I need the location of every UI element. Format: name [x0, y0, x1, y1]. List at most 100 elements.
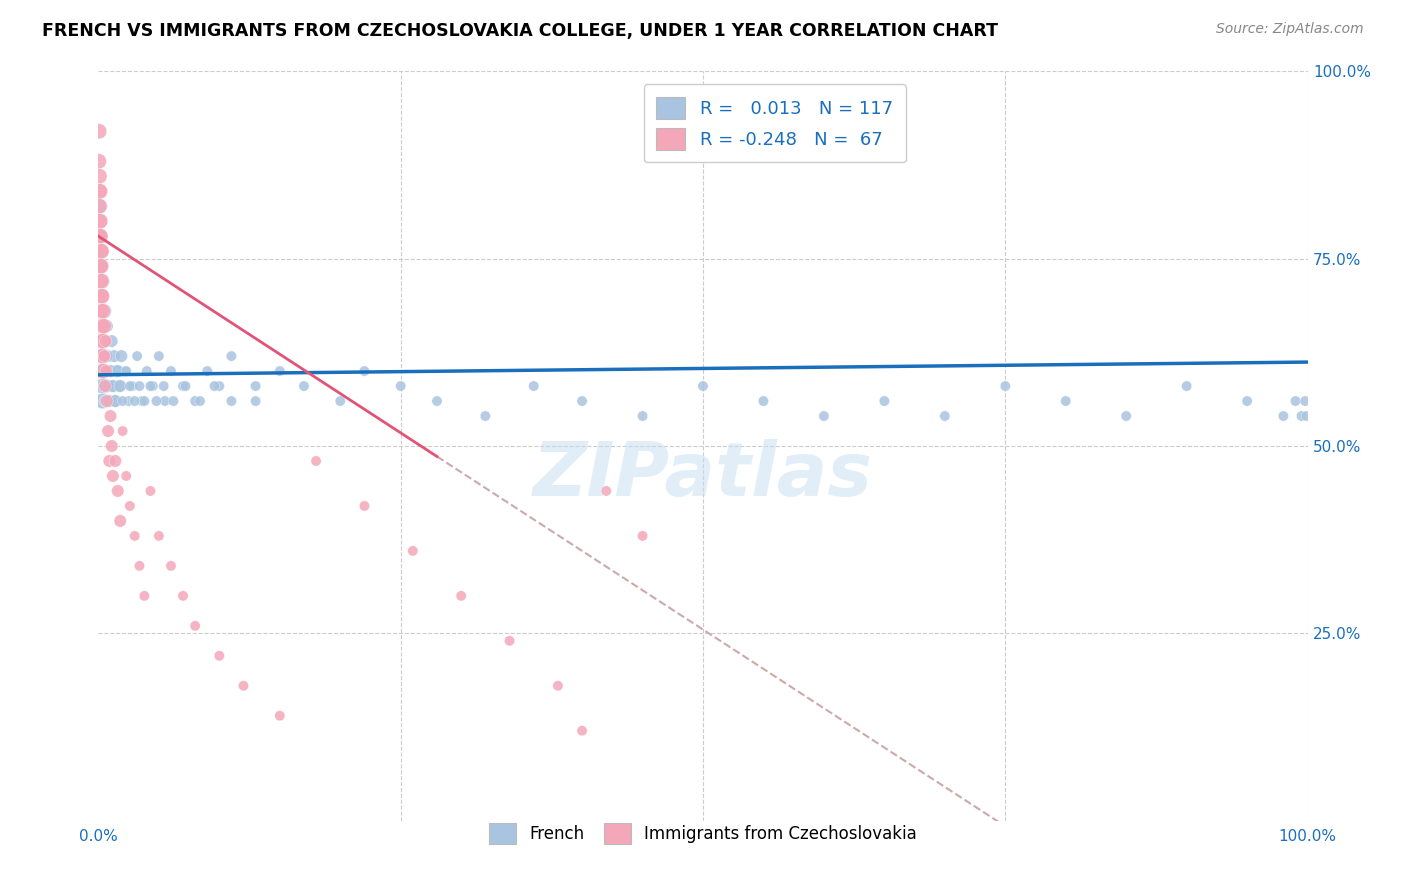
Point [90, 244, 112, 259]
Point [89, 304, 111, 318]
Point [100, 439, 122, 453]
Point [90, 274, 112, 288]
Point [107, 483, 129, 498]
Point [692, 379, 714, 393]
Point [124, 529, 146, 543]
Point [121, 379, 143, 393]
Point [139, 379, 162, 393]
Point [91, 349, 114, 363]
Point [90, 289, 112, 303]
Point [94, 334, 117, 348]
Point [90, 289, 112, 303]
Point [813, 409, 835, 423]
Point [208, 379, 231, 393]
Point [172, 379, 194, 393]
Point [100, 364, 122, 378]
Point [89, 124, 111, 138]
Point [91, 319, 114, 334]
Point [353, 499, 375, 513]
Point [91, 319, 114, 334]
Point [104, 394, 127, 409]
Point [994, 379, 1017, 393]
Point [110, 349, 132, 363]
Point [89, 244, 111, 259]
Point [96, 394, 118, 409]
Point [160, 558, 183, 573]
Point [89, 169, 111, 184]
Point [91, 394, 114, 409]
Point [148, 529, 170, 543]
Point [91, 289, 114, 303]
Point [89, 349, 111, 363]
Point [752, 394, 775, 409]
Point [498, 633, 520, 648]
Point [98, 394, 121, 409]
Point [145, 394, 167, 409]
Point [1272, 409, 1295, 423]
Point [91, 349, 114, 363]
Point [89, 184, 111, 198]
Point [631, 409, 654, 423]
Point [873, 394, 896, 409]
Point [1054, 394, 1077, 409]
Point [89, 259, 111, 273]
Point [90, 274, 112, 288]
Point [135, 364, 157, 378]
Point [89, 229, 111, 244]
Point [188, 394, 211, 409]
Point [100, 409, 122, 423]
Point [131, 394, 153, 409]
Point [91, 334, 114, 348]
Point [162, 394, 184, 409]
Point [89, 319, 111, 334]
Point [94, 379, 117, 393]
Point [90, 304, 112, 318]
Point [89, 244, 111, 259]
Point [127, 349, 149, 363]
Point [221, 349, 243, 363]
Point [91, 364, 114, 378]
Point [232, 679, 254, 693]
Point [90, 304, 112, 318]
Point [111, 394, 134, 409]
Point [96, 379, 118, 393]
Point [90, 364, 112, 378]
Point [94, 394, 117, 409]
Point [1115, 409, 1137, 423]
Point [91, 304, 114, 318]
Point [101, 469, 124, 483]
Point [93, 304, 115, 318]
Point [104, 394, 127, 409]
Point [134, 589, 156, 603]
Point [128, 379, 150, 393]
Point [1295, 409, 1317, 423]
Point [90, 244, 112, 259]
Point [134, 394, 156, 409]
Point [97, 424, 120, 438]
Point [93, 349, 115, 363]
Point [90, 334, 112, 348]
Point [269, 708, 291, 723]
Point [1291, 409, 1313, 423]
Point [184, 619, 207, 633]
Legend: French, Immigrants from Czechoslovakia: French, Immigrants from Czechoslovakia [479, 814, 927, 854]
Point [89, 229, 111, 244]
Point [204, 379, 226, 393]
Point [595, 483, 617, 498]
Point [90, 319, 112, 334]
Point [90, 304, 112, 318]
Point [90, 379, 112, 393]
Point [90, 259, 112, 273]
Point [96, 364, 118, 378]
Point [389, 379, 412, 393]
Point [93, 379, 115, 393]
Point [118, 394, 141, 409]
Point [174, 379, 197, 393]
Point [89, 199, 111, 213]
Point [90, 274, 112, 288]
Point [292, 379, 315, 393]
Point [100, 364, 122, 378]
Point [91, 379, 114, 393]
Point [96, 349, 118, 363]
Point [89, 199, 111, 213]
